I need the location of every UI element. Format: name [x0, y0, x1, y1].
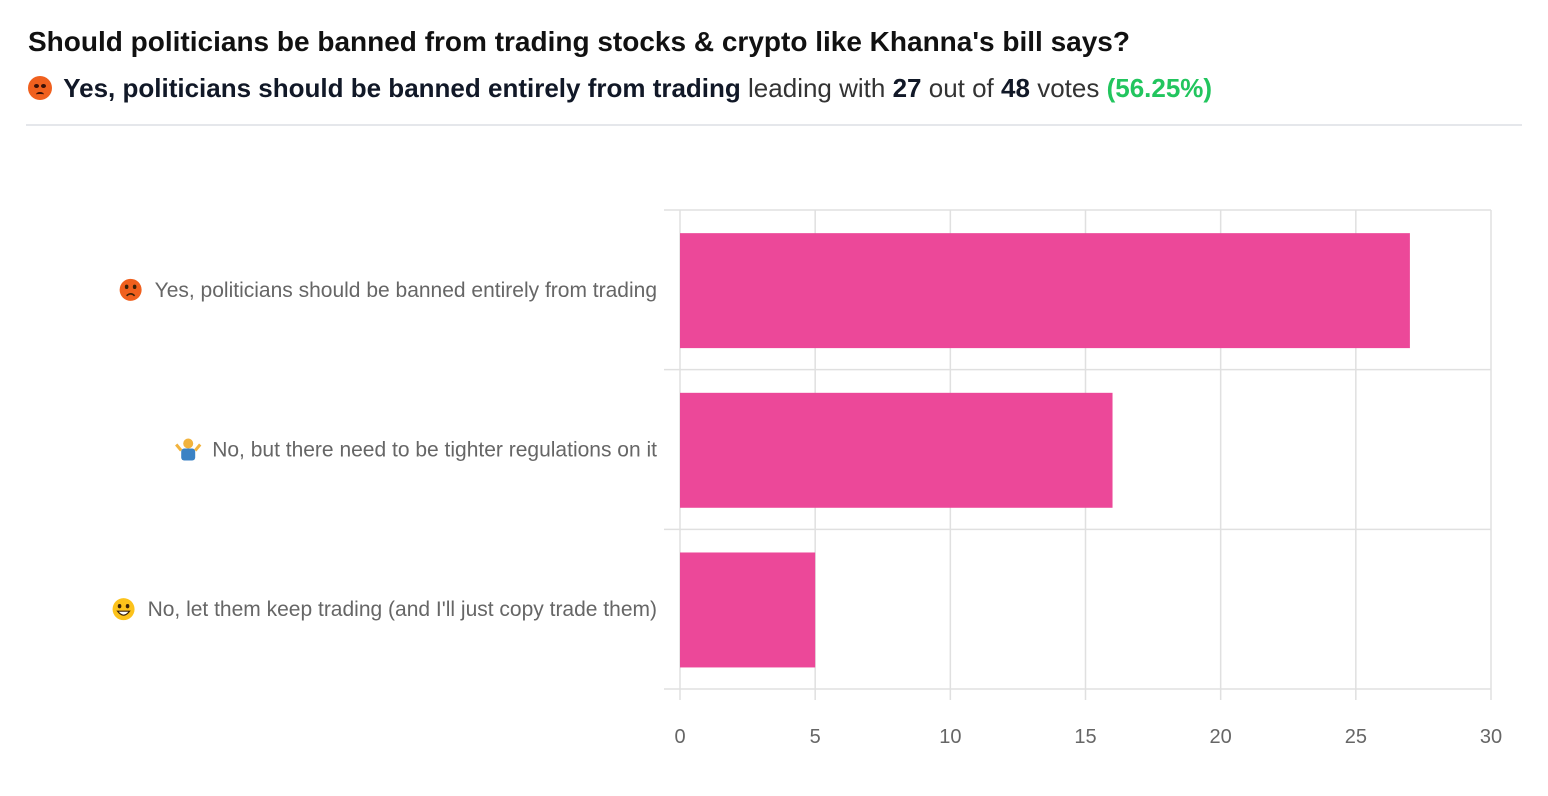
- person-shrugging-icon: [175, 438, 202, 461]
- category-label: Yes, politicians should be banned entire…: [155, 279, 657, 302]
- x-tick-label: 0: [674, 726, 685, 748]
- x-tick-label: 20: [1210, 726, 1232, 748]
- leader-votes: 27: [892, 73, 922, 103]
- leading-with-text: leading with: [748, 73, 886, 103]
- x-tick-label: 25: [1345, 726, 1367, 748]
- bar-2: [680, 392, 1113, 508]
- poll-summary: Yes, politicians should be banned entire…: [28, 73, 1212, 104]
- out-of-text: out of: [928, 73, 994, 103]
- x-tick-label: 15: [1074, 726, 1096, 748]
- x-tick-label: 30: [1480, 726, 1502, 748]
- total-votes: 48: [1001, 73, 1030, 103]
- category-label: No, but there need to be tighter regulat…: [212, 439, 657, 462]
- grinning-face-icon: [112, 598, 135, 621]
- category-label: No, let them keep trading (and I'll just…: [148, 598, 657, 621]
- bar-3: [680, 552, 816, 668]
- bar-1: [680, 233, 1410, 349]
- leader-percent: (56.25%): [1106, 73, 1213, 103]
- pouting-face-icon: [28, 76, 52, 100]
- pouting-face-icon: [119, 278, 142, 301]
- leader-label: Yes, politicians should be banned entire…: [63, 73, 741, 103]
- x-tick-label: 10: [939, 726, 961, 748]
- header-divider: [26, 124, 1522, 126]
- poll-title: Should politicians be banned from tradin…: [28, 26, 1130, 57]
- x-tick-label: 5: [810, 726, 821, 748]
- votes-text: votes: [1037, 73, 1100, 103]
